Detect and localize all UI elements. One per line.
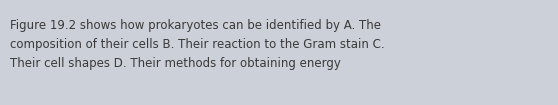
Text: Figure 19.2 shows how prokaryotes can be identified by A. The
composition of the: Figure 19.2 shows how prokaryotes can be…	[10, 19, 384, 70]
